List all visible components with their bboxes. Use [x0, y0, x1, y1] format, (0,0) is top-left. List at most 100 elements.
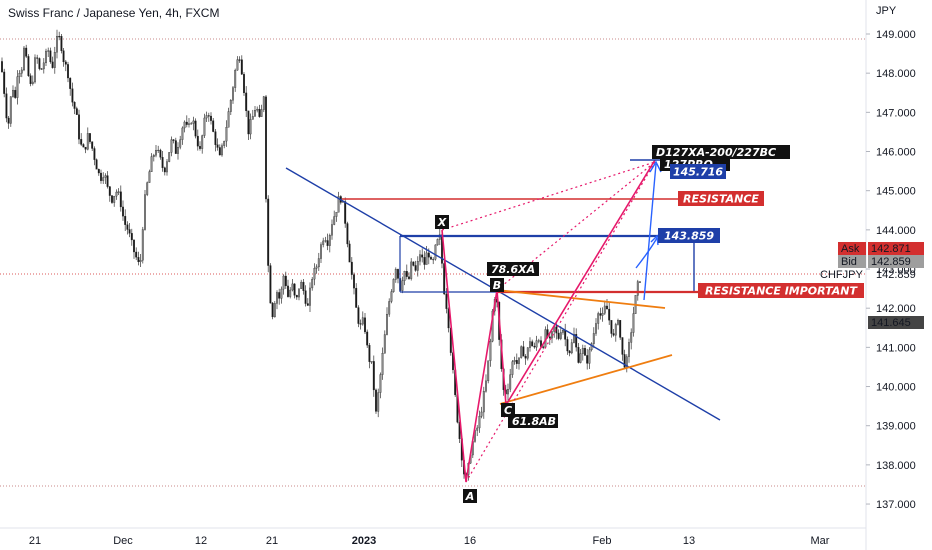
candle-body: [432, 259, 435, 261]
candle-body: [245, 92, 248, 112]
candle-body: [278, 292, 281, 299]
candle-body: [174, 140, 177, 154]
candle-body: [69, 77, 72, 89]
candle-body: [388, 301, 391, 315]
candle-body: [130, 233, 133, 241]
candle-body: [537, 340, 540, 342]
x-tick-label: 2023: [352, 535, 376, 547]
candle-body: [370, 361, 373, 363]
svg-text:142.859: 142.859: [871, 256, 911, 268]
candle-body: [139, 260, 142, 263]
candle-body: [480, 411, 483, 417]
y-tick-label: 146.000: [876, 147, 916, 159]
candle-body: [507, 389, 509, 395]
candle-body: [405, 271, 408, 277]
candle-body: [386, 314, 388, 335]
candle-body: [416, 261, 419, 271]
candle-body: [590, 343, 593, 351]
candle-body: [42, 62, 45, 70]
candle-body: [108, 186, 111, 196]
candle-body: [157, 149, 160, 152]
svg-text:143.859: 143.859: [664, 230, 714, 243]
candle-body: [210, 115, 212, 121]
svg-text:RESISTANCE: RESISTANCE: [683, 193, 759, 206]
x-axis: 21 Dec 12 21 2023 16 Feb 13 Mar: [29, 535, 830, 547]
candle-body: [379, 374, 382, 393]
candle-body: [223, 140, 226, 146]
candle-body: [430, 257, 432, 260]
candle-body: [91, 141, 94, 149]
candle-body: [293, 283, 296, 296]
pattern-tag: D127XA-200/227BC: [652, 145, 790, 159]
candle-body: [80, 139, 83, 145]
candle-body: [31, 81, 34, 84]
projection-xd-line: [441, 161, 656, 231]
pattern-point-b: B: [490, 278, 504, 292]
candle-body: [548, 336, 551, 339]
candle-body: [196, 135, 199, 147]
candle-body: [581, 348, 584, 354]
candle-body: [421, 254, 424, 258]
candle-body: [487, 360, 490, 382]
candle-body: [58, 36, 61, 38]
candle-body: [282, 275, 285, 290]
y-tick-label: 141.000: [876, 342, 916, 354]
candle-body: [408, 276, 410, 279]
candle-body: [267, 198, 270, 266]
candle-body: [201, 135, 204, 149]
svg-text:Bid: Bid: [841, 256, 857, 268]
candle-body: [67, 64, 69, 79]
candle-body: [326, 240, 329, 246]
candle-body: [62, 50, 65, 63]
candle-body: [192, 120, 195, 124]
label-box: RESISTANCE IMPORTANT: [698, 283, 864, 298]
last-price-value: 142.859: [876, 269, 916, 281]
svg-text:142.871: 142.871: [871, 243, 911, 255]
candle-body: [166, 161, 168, 173]
candle-body: [47, 50, 50, 52]
candle-body: [144, 194, 146, 230]
candle-body: [401, 280, 404, 291]
candle-body: [586, 355, 589, 364]
candle-body: [392, 279, 395, 292]
candle-body: [597, 313, 600, 324]
candle-body: [359, 323, 362, 325]
candle-body: [155, 150, 157, 156]
svg-text:B: B: [493, 279, 501, 292]
candle-body: [577, 347, 580, 363]
candle-body: [170, 139, 173, 153]
candle-body: [603, 305, 606, 314]
pattern-point-a: A: [463, 489, 477, 503]
candle-body: [410, 261, 413, 279]
candle-body: [383, 334, 386, 354]
candle-body: [443, 263, 446, 295]
annotations: [285, 159, 721, 483]
candle-body: [445, 293, 448, 309]
candle-body: [606, 305, 608, 310]
candle-body: [485, 380, 487, 392]
candle-body: [333, 216, 336, 225]
candle-body: [100, 172, 102, 181]
candle-body: [18, 73, 21, 77]
candle-body: [188, 123, 190, 125]
candle-body: [509, 374, 512, 390]
svg-text:Ask: Ask: [841, 243, 860, 255]
candle-body: [260, 109, 263, 117]
candle-body: [368, 345, 371, 362]
candle-body: [93, 148, 96, 160]
candle-body: [300, 281, 303, 289]
candle-body: [203, 117, 206, 136]
candle-body: [71, 88, 74, 103]
candle-body: [284, 275, 287, 287]
candle-body: [291, 283, 294, 291]
candle-body: [447, 308, 450, 329]
ask-label: Ask: [838, 242, 866, 255]
label-box: 143.859: [658, 228, 720, 243]
candle-body: [146, 182, 149, 195]
candle-body: [419, 254, 421, 262]
svg-text:145.716: 145.716: [673, 166, 723, 179]
candle-body: [592, 333, 595, 344]
candle-body: [159, 149, 162, 158]
candle-body: [150, 156, 153, 172]
